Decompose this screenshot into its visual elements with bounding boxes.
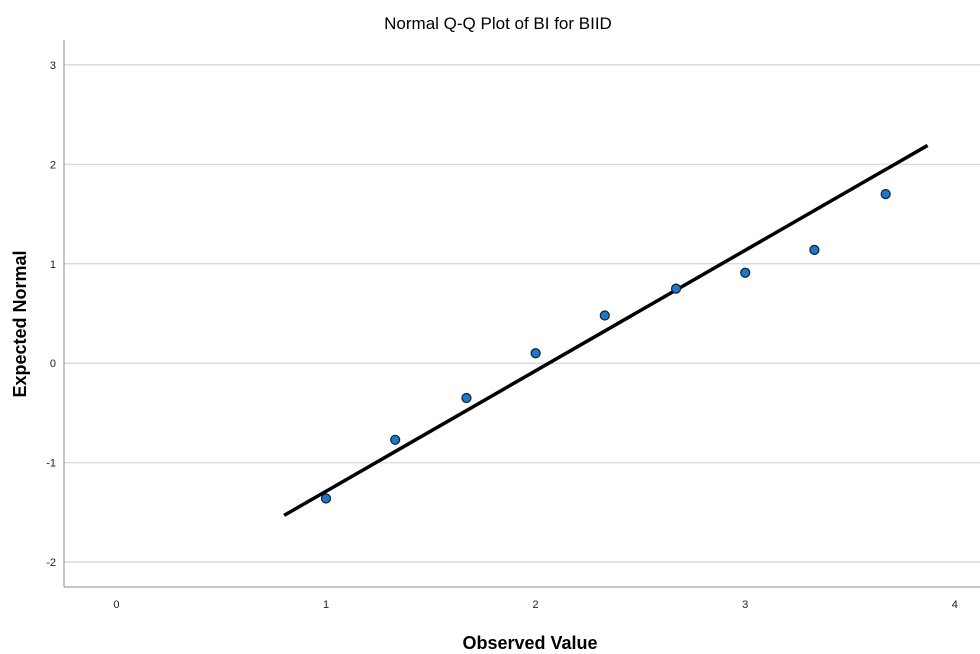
y-tick-label: 3 — [50, 60, 56, 72]
reference-line — [283, 143, 929, 517]
y-tick-labels: 3 2 1 0 -1 -2 — [46, 60, 56, 569]
data-point — [880, 189, 891, 200]
data-point — [599, 310, 610, 321]
x-tick-labels: 0 1 2 3 4 — [113, 599, 958, 611]
x-tick-label: 3 — [742, 599, 748, 611]
data-point — [740, 267, 751, 278]
data-point — [809, 244, 820, 255]
data-point — [320, 493, 332, 504]
y-tick-label: 0 — [50, 358, 56, 370]
y-tick-label: -1 — [46, 458, 56, 470]
axes — [63, 40, 980, 588]
data-point — [461, 392, 472, 404]
x-tick-label: 0 — [113, 599, 119, 611]
y-tick-label: 1 — [50, 259, 56, 271]
data-points — [320, 189, 891, 504]
x-tick-label: 4 — [952, 599, 958, 611]
y-tick-label: -2 — [46, 557, 56, 569]
y-axis-title: Expected Normal — [10, 250, 30, 397]
data-point — [390, 434, 401, 445]
x-tick-label: 2 — [533, 599, 539, 611]
data-point — [670, 283, 682, 294]
x-tick-label: 1 — [323, 599, 329, 611]
x-axis-title: Observed Value — [462, 633, 597, 653]
data-point — [530, 348, 541, 359]
gridlines — [64, 64, 980, 563]
chart-title: Normal Q-Q Plot of BI for BIID — [384, 14, 612, 33]
y-tick-label: 2 — [50, 159, 56, 171]
